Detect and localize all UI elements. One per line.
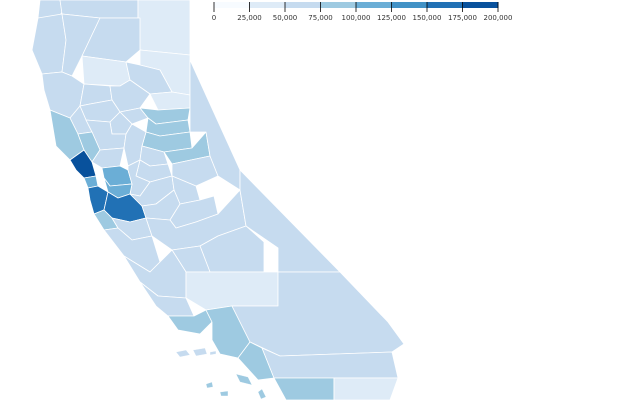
legend-tick-label: 25,000 <box>237 14 262 22</box>
county-sierra[interactable] <box>149 91 191 111</box>
county-imperial[interactable] <box>333 377 399 400</box>
island-santa-cruz <box>192 347 208 357</box>
color-legend: 0 25,000 50,000 75,000 100,000 125,000 150,000… <box>212 2 513 22</box>
legend-tick-label: 100,000 <box>342 14 371 22</box>
legend-swatch <box>214 2 250 8</box>
county-shasta[interactable] <box>81 17 141 63</box>
island-anacapa <box>209 350 217 356</box>
legend-axis: 0 25,000 50,000 75,000 100,000 125,000 150,000… <box>212 2 513 22</box>
legend-swatch <box>462 2 499 8</box>
channel-islands <box>175 347 267 400</box>
legend-swatch <box>427 2 463 8</box>
county-kern[interactable] <box>185 271 279 311</box>
county-san-diego[interactable] <box>273 377 335 400</box>
legend-swatch <box>391 2 428 8</box>
legend-swatch <box>356 2 392 8</box>
legend-tick-label: 125,000 <box>377 14 406 22</box>
legend-tick-label: 175,000 <box>448 14 477 22</box>
county-tuolumne[interactable] <box>171 155 219 187</box>
legend-tick-label: 150,000 <box>413 14 442 22</box>
county-humboldt[interactable] <box>31 13 67 75</box>
legend-swatch <box>249 2 286 8</box>
legend-tick-label: 0 <box>212 14 216 22</box>
legend-swatch <box>285 2 321 8</box>
island-san-clemente <box>257 388 267 400</box>
legend-swatch <box>320 2 357 8</box>
island-santa-barbara <box>205 381 214 389</box>
county-solano[interactable] <box>91 147 125 169</box>
legend-tick-label: 75,000 <box>308 14 333 22</box>
island-santa-catalina <box>235 373 253 386</box>
island-san-nicolas <box>219 390 229 397</box>
legend-color-ramp <box>214 2 499 8</box>
county-modoc[interactable] <box>137 0 191 56</box>
legend-tick-label: 50,000 <box>273 14 298 22</box>
island-santa-rosa <box>175 349 191 358</box>
county-layer <box>31 0 405 400</box>
county-mono[interactable] <box>189 59 241 191</box>
legend-tick-label: 200,000 <box>484 14 513 22</box>
